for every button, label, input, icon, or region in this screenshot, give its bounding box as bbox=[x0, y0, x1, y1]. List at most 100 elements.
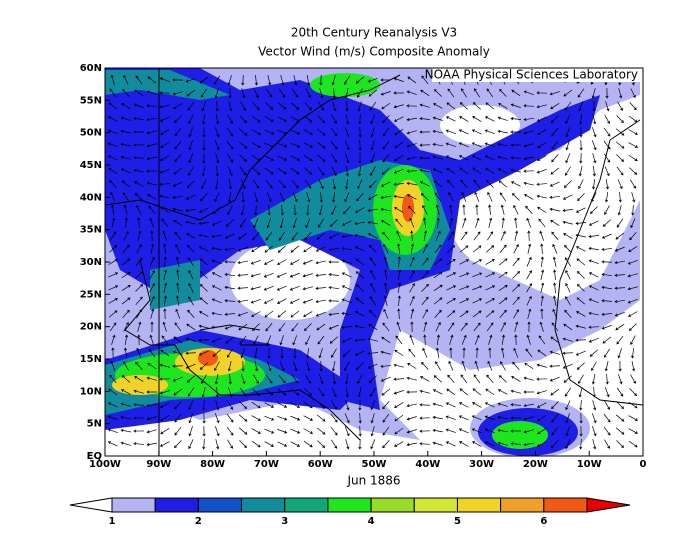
wind-arrow bbox=[629, 232, 637, 241]
wind-arrow bbox=[579, 412, 583, 424]
wind-arrow bbox=[317, 218, 325, 228]
wind-arrow bbox=[422, 347, 428, 358]
wind-arrow bbox=[305, 88, 311, 99]
wind-arrow bbox=[536, 182, 548, 186]
wind-arrow bbox=[565, 413, 570, 424]
wind-arrow bbox=[344, 127, 350, 138]
wind-arrow bbox=[264, 245, 274, 253]
wind-arrow bbox=[278, 322, 286, 332]
colorbar-low-triangle bbox=[69, 497, 113, 513]
wind-arrow bbox=[176, 282, 180, 294]
wind-arrow bbox=[526, 295, 532, 306]
wind-arrow bbox=[604, 153, 611, 163]
wind-arrow bbox=[435, 230, 441, 241]
wind-arrow bbox=[551, 440, 559, 449]
wind-arrow bbox=[394, 441, 404, 447]
wind-arrow bbox=[592, 127, 597, 138]
wind-arrow bbox=[459, 388, 469, 396]
wind-arrow bbox=[172, 376, 183, 382]
wind-arrow bbox=[264, 388, 274, 396]
wind-arrow bbox=[551, 231, 559, 241]
wind-arrow bbox=[160, 207, 170, 213]
wind-arrow bbox=[239, 440, 247, 449]
wind-arrow bbox=[551, 140, 559, 150]
wind-arrow bbox=[291, 231, 299, 241]
wind-arrow bbox=[331, 348, 337, 358]
wind-arrow bbox=[201, 374, 207, 384]
wind-arrow bbox=[279, 361, 285, 372]
wind-arrow bbox=[160, 349, 170, 357]
wind-arrow bbox=[121, 297, 131, 305]
wind-arrow bbox=[383, 295, 388, 306]
wind-arrow bbox=[159, 104, 170, 109]
wind-arrow bbox=[497, 129, 508, 134]
wind-arrow bbox=[472, 310, 482, 318]
wind-arrow bbox=[410, 230, 414, 242]
wind-arrow bbox=[341, 234, 352, 239]
wind-arrow bbox=[523, 442, 534, 447]
wind-arrow bbox=[618, 360, 622, 372]
wind-arrow bbox=[146, 90, 157, 96]
wind-arrow bbox=[588, 325, 600, 329]
wind-arrow bbox=[316, 141, 326, 149]
wind-arrow bbox=[616, 335, 624, 345]
wind-arrow bbox=[304, 323, 312, 332]
wind-arrow bbox=[188, 439, 194, 450]
wind-arrow bbox=[224, 285, 235, 290]
wind-arrow bbox=[202, 399, 206, 411]
wind-arrow bbox=[459, 310, 469, 318]
wind-arrow bbox=[397, 295, 401, 307]
wind-arrow bbox=[447, 179, 455, 188]
wind-arrow bbox=[331, 361, 336, 372]
wind-arrow bbox=[562, 363, 573, 369]
wind-arrow bbox=[107, 441, 118, 447]
title: 20th Century Reanalysis V3 bbox=[291, 26, 457, 40]
wind-arrow bbox=[304, 232, 312, 241]
wind-arrow bbox=[630, 88, 636, 99]
wind-arrow bbox=[549, 181, 560, 187]
wind-arrow bbox=[188, 166, 194, 176]
wind-arrow bbox=[432, 441, 443, 446]
wind-arrow bbox=[215, 165, 219, 177]
wind-arrow bbox=[354, 246, 365, 252]
wind-arrow bbox=[575, 324, 586, 329]
wind-arrow bbox=[174, 426, 182, 436]
wind-arrow bbox=[618, 374, 623, 385]
wind-arrow bbox=[592, 165, 596, 177]
wind-arrow bbox=[591, 361, 597, 371]
wind-arrow bbox=[592, 178, 596, 190]
wind-arrow bbox=[185, 351, 197, 355]
wind-arrow bbox=[318, 101, 325, 111]
wind-arrow bbox=[397, 269, 402, 280]
wind-arrow bbox=[354, 324, 365, 329]
wind-arrow bbox=[201, 101, 206, 112]
wind-arrow bbox=[254, 347, 258, 359]
wind-arrow bbox=[214, 192, 220, 203]
wind-arrow bbox=[460, 374, 468, 384]
wind-arrow bbox=[238, 128, 248, 136]
wind-arrow bbox=[211, 272, 222, 278]
wind-arrow bbox=[540, 269, 545, 280]
wind-arrow bbox=[198, 338, 210, 342]
wind-arrow bbox=[565, 166, 571, 176]
wind-arrow bbox=[523, 169, 535, 173]
wind-arrow bbox=[172, 207, 183, 212]
wind-arrow bbox=[501, 217, 505, 229]
wind-arrow bbox=[319, 74, 323, 86]
wind-arrow bbox=[133, 403, 145, 407]
x-tick-label: 30W bbox=[469, 459, 494, 470]
wind-arrow bbox=[135, 75, 143, 85]
wind-arrow bbox=[527, 308, 532, 319]
wind-arrow bbox=[111, 347, 115, 359]
wind-arrow bbox=[239, 387, 247, 397]
wind-arrow bbox=[512, 257, 520, 267]
wind-arrow bbox=[604, 166, 610, 177]
colorbar-swatch bbox=[327, 497, 372, 513]
wind-arrow bbox=[225, 219, 234, 227]
wind-arrow bbox=[393, 116, 404, 122]
wind-arrow bbox=[562, 220, 573, 225]
wind-arrow bbox=[211, 234, 223, 238]
wind-arrow bbox=[316, 414, 326, 422]
wind-arrow bbox=[175, 256, 180, 267]
wind-arrow bbox=[448, 360, 454, 371]
